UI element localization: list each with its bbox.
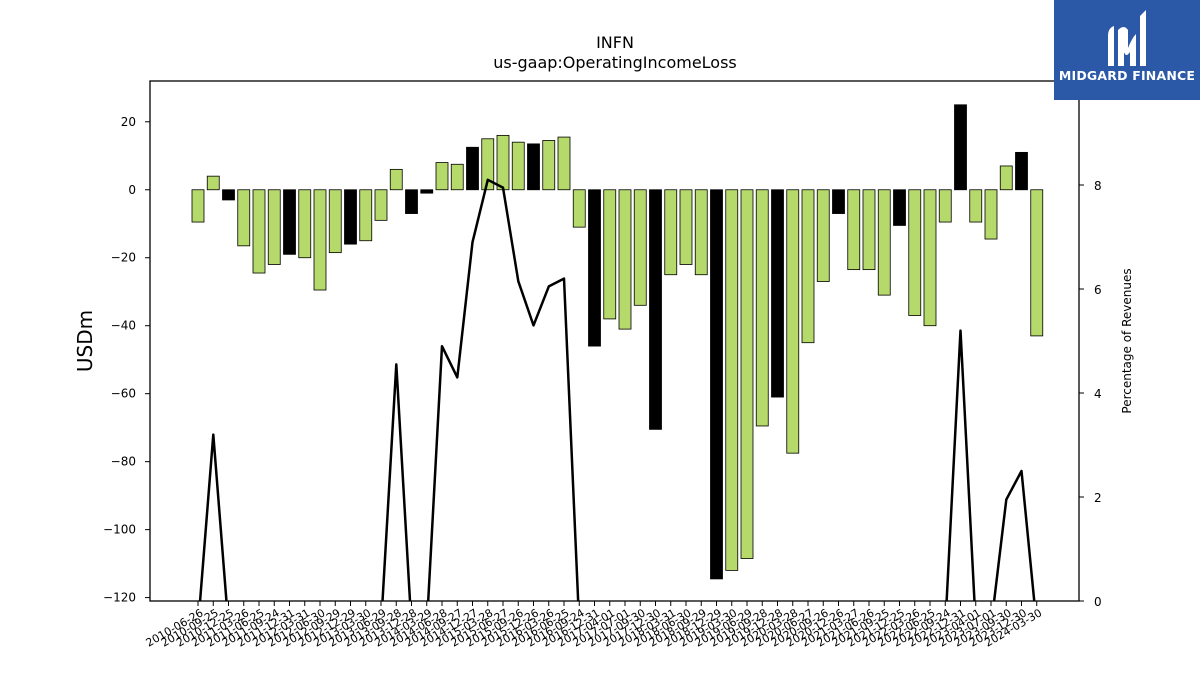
bar (999, 165, 1013, 191)
bar (359, 189, 373, 242)
bar (283, 189, 296, 255)
bar (679, 189, 693, 265)
bar (893, 189, 906, 226)
bar (847, 189, 861, 271)
bar (816, 189, 830, 282)
bar (938, 189, 952, 223)
bar (710, 189, 723, 580)
bar (191, 189, 205, 223)
y2-tick-label: 8 (1094, 179, 1102, 193)
bar (969, 189, 983, 223)
bar (481, 138, 495, 191)
bar (1030, 189, 1044, 337)
bar (740, 189, 754, 559)
brand-logo: MIDGARD FINANCE (1054, 0, 1200, 100)
bar (832, 189, 845, 214)
x-axis: 2010-06-262010-09-252010-12-252011-03-26… (144, 601, 1044, 650)
bar (984, 189, 998, 240)
y2-tick-label: 6 (1094, 283, 1102, 297)
bar (862, 189, 876, 271)
bar (450, 163, 464, 191)
y-tick-label: −120 (103, 591, 136, 605)
bar (618, 189, 632, 330)
bar (572, 189, 586, 228)
bar (877, 189, 891, 296)
bar (786, 189, 800, 454)
bar (649, 189, 662, 430)
bar (725, 189, 739, 571)
bar (603, 189, 617, 320)
bar (923, 189, 937, 327)
bar (542, 140, 556, 191)
bar (374, 189, 388, 221)
y-axis-right: 0246810 (1079, 75, 1109, 609)
y-tick-label: 20 (121, 115, 136, 129)
bar (206, 175, 220, 191)
bar (328, 189, 342, 254)
bar (954, 104, 967, 191)
bar (694, 189, 708, 276)
plot-frame (149, 80, 1080, 602)
bar (389, 168, 403, 191)
y-axis-left: 20 0 −20 −40 −60 −80 −100 −120 (103, 115, 150, 605)
bar (527, 143, 540, 191)
bar (801, 189, 815, 344)
y2-tick-label: 0 (1094, 595, 1102, 609)
y-axis-label-right: Percentage of Revenues (1120, 268, 1134, 413)
bar (313, 189, 327, 291)
y-tick-label: −60 (111, 387, 136, 401)
y-axis-label-left: USDm (73, 310, 97, 372)
bar-series (191, 104, 1044, 580)
bar (252, 189, 266, 274)
brand-logo-text: MIDGARD FINANCE (1058, 68, 1196, 83)
bar (908, 189, 922, 316)
bar (755, 189, 769, 427)
bar (771, 189, 784, 398)
bar (344, 189, 357, 245)
y-tick-label: −20 (111, 251, 136, 265)
chart-title: INFN (596, 33, 634, 52)
bar (466, 146, 479, 191)
y-tick-label: −100 (103, 523, 136, 537)
bar (420, 189, 434, 194)
y2-tick-label: 4 (1094, 387, 1102, 401)
bar (633, 189, 647, 306)
bar (496, 134, 510, 191)
y2-tick-label: 2 (1094, 491, 1102, 505)
y-tick-label: −40 (111, 319, 136, 333)
bar (511, 141, 525, 191)
y-tick-label: −80 (111, 455, 136, 469)
logo-mark-icon (1108, 10, 1146, 66)
bar (222, 189, 235, 201)
bar (664, 189, 678, 276)
bar (435, 162, 449, 191)
chart-subtitle: us-gaap:OperatingIncomeLoss (493, 53, 737, 72)
bar (588, 189, 601, 347)
bar (298, 189, 312, 259)
bar (405, 189, 418, 214)
bar (237, 189, 251, 247)
bar (267, 189, 281, 265)
y-tick-label: 0 (128, 183, 136, 197)
bar (1015, 151, 1028, 191)
bar (557, 136, 571, 191)
